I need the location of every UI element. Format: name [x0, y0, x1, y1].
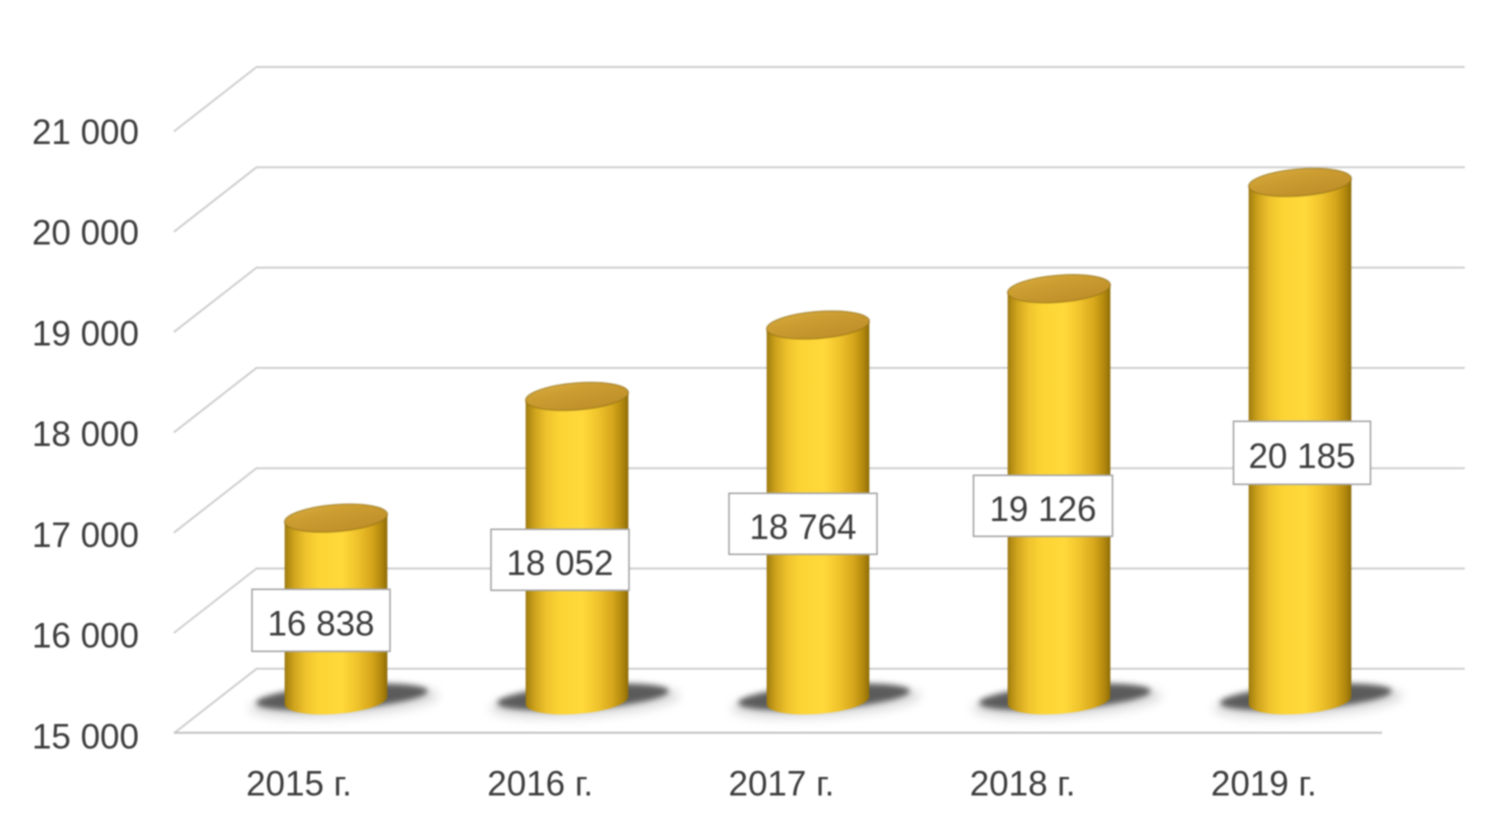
svg-text:2015 г.: 2015 г. — [246, 764, 352, 803]
svg-text:18 000: 18 000 — [32, 415, 139, 454]
svg-text:16 838: 16 838 — [267, 605, 374, 644]
svg-text:18 764: 18 764 — [749, 508, 856, 547]
svg-text:21 000: 21 000 — [32, 113, 139, 152]
svg-text:2016 г.: 2016 г. — [487, 764, 593, 803]
svg-text:2017 г.: 2017 г. — [728, 764, 834, 803]
svg-text:17 000: 17 000 — [32, 516, 139, 555]
svg-text:20 185: 20 185 — [1248, 437, 1355, 476]
svg-text:2019 г.: 2019 г. — [1211, 764, 1317, 803]
svg-text:19 000: 19 000 — [32, 314, 139, 353]
svg-text:15 000: 15 000 — [32, 717, 139, 756]
svg-text:18 052: 18 052 — [506, 544, 613, 583]
svg-text:2018 г.: 2018 г. — [970, 764, 1076, 803]
svg-text:20 000: 20 000 — [32, 214, 139, 253]
svg-text:19 126: 19 126 — [989, 490, 1096, 529]
svg-text:16 000: 16 000 — [32, 617, 139, 656]
